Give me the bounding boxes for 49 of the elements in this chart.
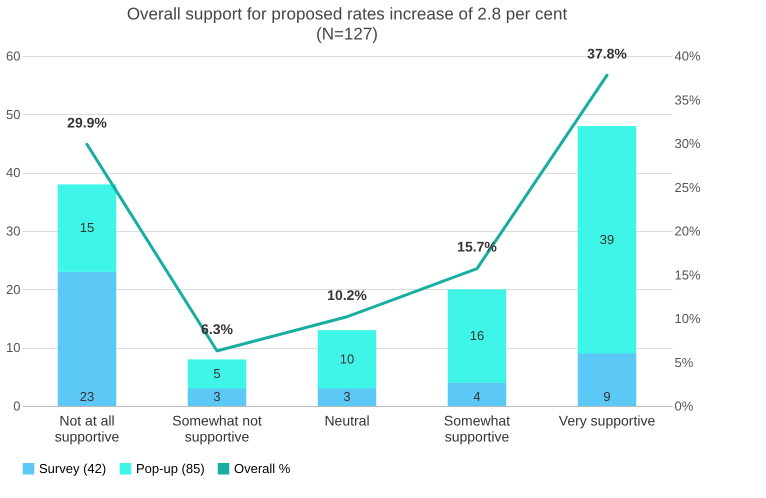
y2-tick-label: 5% [674,354,694,370]
data-label: 10.2% [327,286,368,303]
y2-tick-label: 0% [674,398,694,414]
bar [188,388,246,406]
bar [58,184,116,272]
x-tick-label: Somewhat supportive [444,412,510,444]
data-label: 3 [343,389,351,404]
y2-tick-label: 40% [674,48,701,64]
data-label: 39 [600,232,614,247]
y-tick-label: 20 [6,282,20,297]
data-label: 10 [340,351,354,366]
data-label: 4 [473,389,481,404]
data-label: 15 [80,220,94,236]
bar [448,382,506,406]
x-tick-label: Neutral [324,412,370,428]
bar [578,126,636,354]
chart-title: Overall support for proposed rates increase of 2.8 per cent [126,4,568,24]
bar [318,330,376,388]
bar [318,388,376,406]
y2-tick-label: 35% [674,92,701,108]
data-label: 37.8% [587,45,628,62]
x-tick-label: Somewhat not supportive [172,412,262,444]
y-tick-label: 30 [6,224,20,238]
y2-tick-label: 15% [674,267,701,282]
data-label: 16 [470,328,484,343]
data-label: 3 [213,389,221,404]
bar [448,289,506,383]
y2-tick-label: 20% [674,224,701,238]
y-tick-label: 40 [6,165,20,180]
data-label: 5 [213,366,221,381]
data-label: 29.9% [67,114,108,130]
x-tick-label: Very supportive [558,412,656,428]
legend-label: Pop-up (85) [136,460,205,476]
legend-label: Survey (42) [39,460,106,476]
legend-label: Overall % [234,460,291,476]
data-label: 9 [603,389,611,404]
y-tick-label: 60 [6,48,20,64]
data-label: 23 [80,389,94,404]
bar [58,272,116,406]
y-tick-label: 10 [6,340,20,356]
y-tick-label: 0 [13,398,20,414]
x-tick-label: Not at all supportive [54,412,120,444]
y2-tick-label: 25% [674,180,701,195]
y2-tick-label: 10% [674,311,701,326]
bar [188,359,246,388]
chart-subtitle: (N=127) [316,24,378,44]
y-tick-label: 50 [6,106,20,122]
y2-tick-label: 30% [674,136,701,151]
bar [578,354,636,406]
